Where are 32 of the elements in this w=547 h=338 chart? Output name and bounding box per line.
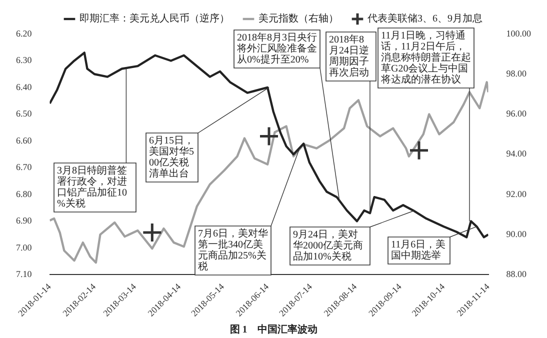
legend-label: 美元指数（右轴）	[258, 12, 338, 25]
annotation: 3月8日特朗普签署行政令，对进口铝产品加征10%关税	[57, 164, 127, 210]
y-tick-label: 7.00	[16, 242, 32, 252]
annotation: 7月6日，美对华第一批340亿美元商品加25%关税	[198, 228, 268, 273]
legend-label: 即期汇率：美元兑人民币（逆序）	[80, 12, 230, 25]
annotation: 11月6日，美国中期选举	[391, 238, 446, 262]
y-tick-label: 6.20	[16, 28, 32, 38]
y2-tick-label: 94.00	[506, 148, 527, 159]
y-tick-label: 6.40	[16, 82, 32, 92]
annotation: 11月1日晚，习特通话，11月2日午后，消息称特朗普正在起草G20会议上与中国将达成的潜在协议	[380, 30, 471, 86]
y2-tick-label: 96.00	[506, 108, 527, 119]
annotation: 9月24日，美对华2000亿美元商品加10%关税	[293, 228, 363, 263]
y2-tick-label: 92.00	[506, 188, 527, 199]
y-tick-label: 7.10	[16, 269, 32, 280]
y2-tick-label: 90.00	[506, 228, 527, 239]
y-tick-label: 6.90	[16, 216, 32, 226]
annotation: 2018年8月24日逆周期因子再次启动	[329, 34, 369, 79]
point	[408, 140, 430, 161]
y2-tick-label: 100.00	[506, 28, 532, 38]
y-tick-label: 6.30	[16, 55, 32, 66]
point	[142, 222, 162, 243]
point	[258, 126, 280, 147]
annotation: 2018年8月3日央行将外汇风险准备金从0%提升至20%	[236, 32, 317, 66]
y2-tick-label: 88.00	[506, 269, 527, 280]
y-tick-label: 6.60	[16, 135, 32, 146]
y-tick-label: 6.70	[16, 162, 32, 172]
y2-tick-label: 98.00	[506, 68, 527, 78]
annotation: 6月15日，美国对华500亿关税清单出台	[149, 136, 194, 180]
text: 图 1 中国汇率波动	[230, 324, 318, 336]
legend-label: 代表美联储3、6、9月加息	[366, 12, 482, 25]
y-tick-label: 6.80	[16, 188, 32, 199]
y-tick-label: 6.50	[16, 108, 32, 119]
